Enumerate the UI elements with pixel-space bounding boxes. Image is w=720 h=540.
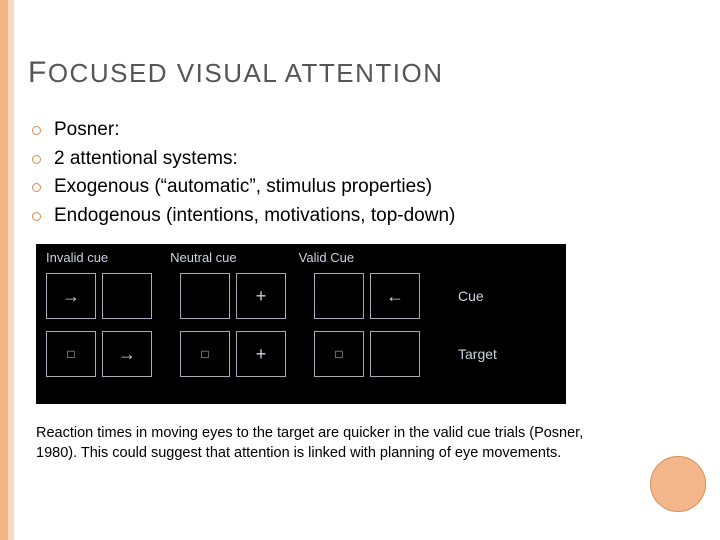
neutral-cue-pair: + [180, 273, 286, 319]
target-row: □ → □ + □ Target [46, 331, 556, 377]
bullet-item: Posner: [28, 116, 708, 145]
box: □ [180, 331, 230, 377]
posner-diagram: Invalid cue Neutral cue Valid Cue → + ← … [36, 244, 566, 404]
bullet-item: Endogenous (intentions, motivations, top… [28, 202, 708, 231]
box: ← [370, 273, 420, 319]
box: → [102, 331, 152, 377]
slide-title: FOCUSED VISUAL ATTENTION [28, 56, 708, 90]
invalid-target-pair: □ → [46, 331, 152, 377]
decorative-circle-icon [650, 456, 706, 512]
box [314, 273, 364, 319]
bullet-list: Posner: 2 attentional systems: Exogenous… [28, 116, 708, 230]
row-label-cue: Cue [458, 288, 484, 304]
accent-stripe-inner [8, 0, 14, 540]
col-label-invalid: Invalid cue [46, 250, 108, 265]
caption-text: Reaction times in moving eyes to the tar… [36, 424, 596, 463]
accent-stripe-outer [0, 0, 8, 540]
box: □ [314, 331, 364, 377]
title-first-letter: F [28, 56, 48, 89]
diagram-column-labels: Invalid cue Neutral cue Valid Cue [46, 250, 556, 265]
box: → [46, 273, 96, 319]
cue-row: → + ← Cue [46, 273, 556, 319]
invalid-cue-pair: → [46, 273, 152, 319]
bullet-item: 2 attentional systems: [28, 145, 708, 174]
col-label-neutral: Neutral cue [170, 250, 236, 265]
box [180, 273, 230, 319]
box: + [236, 273, 286, 319]
box: □ [46, 331, 96, 377]
box: + [236, 331, 286, 377]
diagram-rows: → + ← Cue □ → □ [46, 273, 556, 377]
neutral-target-pair: □ + [180, 331, 286, 377]
box [102, 273, 152, 319]
title-rest: OCUSED VISUAL ATTENTION [48, 58, 444, 88]
valid-target-pair: □ [314, 331, 420, 377]
col-label-valid: Valid Cue [299, 250, 354, 265]
valid-cue-pair: ← [314, 273, 420, 319]
bullet-item: Exogenous (“automatic”, stimulus propert… [28, 173, 708, 202]
box [370, 331, 420, 377]
row-label-target: Target [458, 346, 497, 362]
slide-content: FOCUSED VISUAL ATTENTION Posner: 2 atten… [28, 0, 708, 540]
